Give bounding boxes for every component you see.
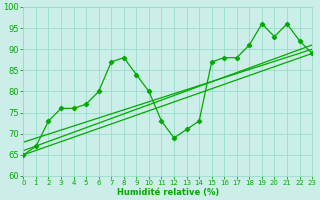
- X-axis label: Humidité relative (%): Humidité relative (%): [116, 188, 219, 197]
